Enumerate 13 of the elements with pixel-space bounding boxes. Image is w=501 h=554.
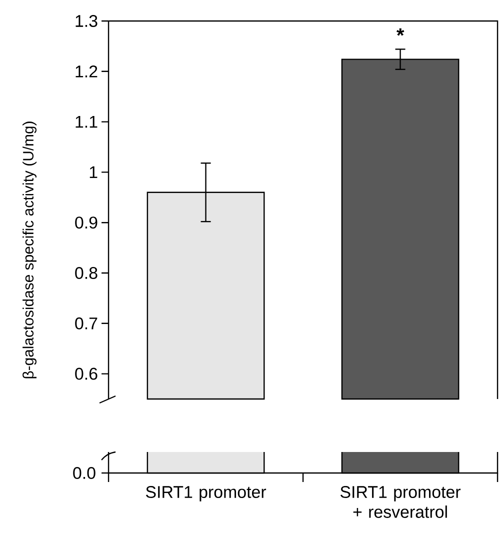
y-tick-label: 1.2 <box>76 65 98 78</box>
y-tick-label: 0.8 <box>75 266 98 279</box>
y-tick-label: 1.1 <box>76 116 98 128</box>
x-tick-label: SIRT1 promoter + resveratrol <box>340 486 461 518</box>
annotation: * <box>396 28 404 36</box>
y-tick-label: 1.3 <box>76 14 98 27</box>
y-tick-label: 0.7 <box>75 317 98 330</box>
y-tick-label: 0.9 <box>75 216 98 229</box>
text: 0.0 <box>73 466 96 479</box>
x-tick-label: SIRT1 promoter <box>146 486 266 502</box>
y-axis-title: β-galactosidase specific activity (U/mg) <box>22 122 37 378</box>
y-tick-label: 1 <box>90 166 98 178</box>
y-tick-label: 0.6 <box>75 368 98 380</box>
